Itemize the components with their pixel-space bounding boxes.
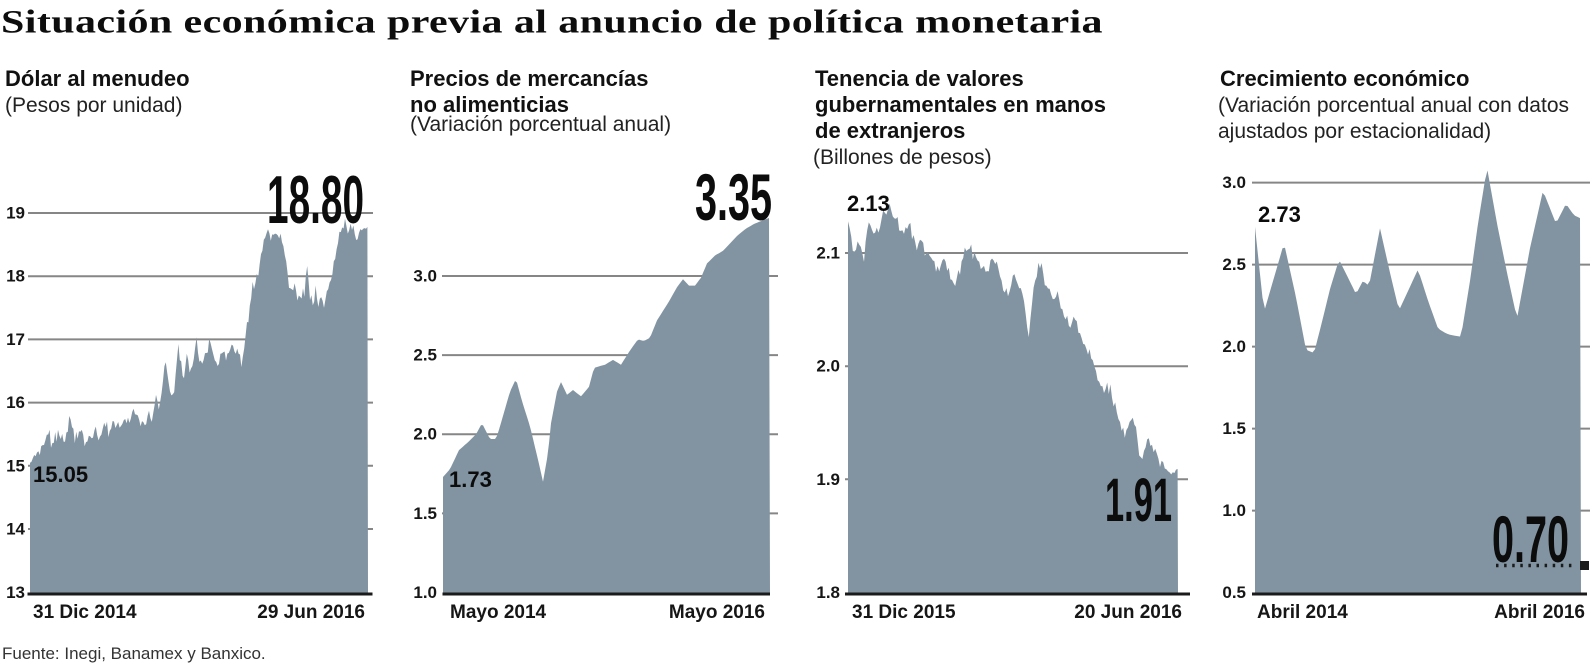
svg-text:14: 14 (6, 520, 25, 539)
svg-text:1.0: 1.0 (413, 583, 437, 602)
svg-text:19: 19 (6, 204, 25, 223)
svg-text:0.70: 0.70 (1492, 503, 1569, 577)
svg-text:1.0: 1.0 (1222, 501, 1246, 520)
svg-text:15.05: 15.05 (33, 462, 88, 487)
svg-text:1.5: 1.5 (1222, 419, 1246, 438)
svg-text:18.80: 18.80 (267, 162, 364, 238)
svg-text:2.0: 2.0 (1222, 337, 1246, 356)
svg-text:31 Dic 2015: 31 Dic 2015 (852, 602, 956, 623)
svg-text:Abril 2014: Abril 2014 (1257, 602, 1348, 623)
svg-text:17: 17 (6, 330, 25, 349)
svg-text:3.35: 3.35 (695, 161, 772, 235)
svg-text:2.0: 2.0 (413, 425, 437, 444)
svg-text:2.0: 2.0 (816, 357, 840, 376)
svg-text:Abril 2016: Abril 2016 (1494, 602, 1585, 623)
svg-text:1.73: 1.73 (449, 467, 492, 492)
svg-text:1.8: 1.8 (816, 583, 840, 602)
svg-text:18: 18 (6, 267, 25, 286)
svg-text:1.9: 1.9 (816, 470, 840, 489)
svg-text:2.1: 2.1 (816, 244, 840, 263)
svg-text:2.5: 2.5 (413, 346, 437, 365)
svg-text:31 Dic 2014: 31 Dic 2014 (33, 602, 137, 623)
svg-text:15: 15 (6, 456, 25, 475)
svg-text:1.91: 1.91 (1105, 467, 1172, 535)
svg-text:29 Jun 2016: 29 Jun 2016 (257, 602, 365, 623)
svg-text:2.13: 2.13 (847, 191, 890, 216)
svg-text:3.0: 3.0 (413, 267, 437, 286)
svg-text:Mayo 2016: Mayo 2016 (669, 602, 765, 623)
svg-text:2.5: 2.5 (1222, 255, 1246, 274)
svg-text:20 Jun 2016: 20 Jun 2016 (1074, 602, 1182, 623)
svg-text:3.0: 3.0 (1222, 173, 1246, 192)
svg-text:13: 13 (6, 583, 25, 602)
svg-text:16: 16 (6, 393, 25, 412)
svg-text:Mayo 2014: Mayo 2014 (450, 602, 547, 623)
svg-text:0.5: 0.5 (1222, 583, 1246, 602)
svg-text:1.5: 1.5 (413, 504, 437, 523)
svg-text:2.73: 2.73 (1258, 202, 1301, 227)
